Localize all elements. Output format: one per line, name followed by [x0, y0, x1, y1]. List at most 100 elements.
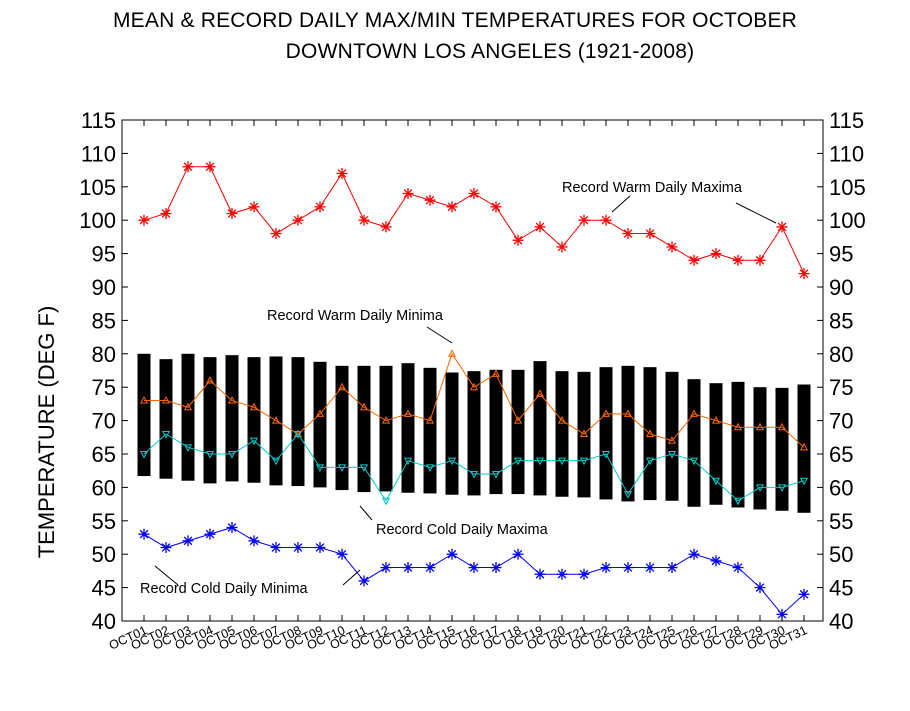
annotation-leader-line: [342, 569, 361, 586]
annotation-leader-line: [154, 565, 179, 586]
y-tick-label-left: 95: [92, 242, 116, 267]
asterisk-marker-stroke: [161, 209, 171, 218]
triangle-down-marker: [161, 430, 171, 439]
y-tick-label-right: 110: [829, 141, 864, 166]
triangle-up-marker: [271, 416, 281, 424]
triangle-down-marker: [359, 464, 369, 472]
triangle-up-marker: [337, 382, 347, 391]
asterisk-marker-stroke: [425, 195, 435, 205]
y-tick-label-right: 70: [829, 409, 853, 434]
mean-range-bar: [775, 387, 789, 511]
mean-range-bar: [137, 353, 151, 477]
triangle-down-marker: [733, 497, 743, 506]
y-tick-label-right: 60: [829, 475, 853, 500]
y-tick-label-right: 85: [829, 308, 853, 333]
triangle-down-marker: [425, 464, 435, 472]
y-tick-label-right: 115: [829, 108, 864, 133]
triangle-up-marker: [359, 402, 369, 411]
mean-range-bar: [423, 367, 437, 494]
triangle-up-marker: [733, 422, 743, 431]
asterisk-marker-stroke: [579, 215, 589, 225]
mean-range-bar: [599, 367, 613, 500]
y-tick-label-right: 50: [829, 542, 853, 567]
y-tick-label-right: 45: [829, 576, 853, 601]
triangle-down-marker: [755, 484, 765, 492]
triangle-down-marker: [271, 457, 281, 466]
y-tick-label-left: 110: [81, 141, 116, 166]
series-line: [143, 433, 805, 502]
triangle-down-marker: [469, 471, 479, 479]
asterisk-marker-stroke: [161, 543, 171, 552]
asterisk-marker-stroke: [183, 162, 193, 172]
triangle-up-marker: [491, 369, 501, 377]
y-axis-title: TEMPERATURE (DEG F): [34, 306, 59, 559]
y-tick-label-right: 75: [829, 375, 853, 400]
asterisk-marker-stroke: [271, 543, 281, 552]
y-tick-label-left: 75: [92, 375, 116, 400]
asterisk-marker-stroke: [403, 189, 413, 198]
triangle-up-marker: [315, 409, 325, 417]
mean-range-bar: [533, 361, 547, 496]
triangle-up-marker: [447, 349, 457, 357]
triangle-down-marker: [381, 497, 391, 506]
triangle-up-marker: [535, 389, 545, 397]
asterisk-marker-stroke: [183, 536, 193, 546]
asterisk-marker-stroke: [513, 235, 523, 245]
y-tick-label-right: 80: [829, 342, 853, 367]
triangle-down-marker: [183, 444, 193, 452]
y-axis-right-tick-labels: 40 45 50 55 60 65 70 75 80 85 90 95 100 105 110 115: [829, 108, 866, 634]
mean-range-bar: [379, 365, 393, 492]
asterisk-marker-stroke: [205, 162, 215, 172]
asterisk-marker-stroke: [557, 242, 567, 252]
triangle-up-marker: [381, 416, 391, 424]
y-tick-label-left: 40: [92, 609, 116, 634]
annotation-label: Record Cold Daily Maxima: [376, 522, 549, 538]
y-tick-label-left: 60: [92, 475, 116, 500]
y-tick-label-left: 85: [92, 308, 116, 333]
mean-range-bars: [137, 353, 811, 513]
triangle-down-marker: [579, 457, 589, 466]
asterisk-marker-stroke: [249, 536, 259, 546]
triangle-up-marker: [777, 422, 787, 431]
mean-range-bar: [467, 371, 481, 496]
asterisk-marker-stroke: [623, 229, 633, 238]
asterisk-marker-stroke: [601, 215, 611, 225]
asterisk-marker-stroke: [513, 549, 523, 559]
asterisk-marker-stroke: [645, 229, 655, 238]
triangle-down-marker: [491, 471, 501, 479]
triangle-down-marker: [799, 477, 809, 486]
asterisk-marker-stroke: [667, 242, 677, 252]
chart-title: MEAN & RECORD DAILY MAX/MIN TEMPERATURES…: [112, 9, 798, 32]
triangle-down-marker: [315, 464, 325, 472]
triangle-up-marker: [755, 422, 765, 431]
y-tick-label-right: 105: [829, 175, 866, 200]
series-1: [138, 161, 810, 280]
asterisk-marker-stroke: [557, 569, 567, 579]
asterisk-marker-stroke: [337, 169, 347, 178]
y-tick-label-left: 80: [92, 342, 116, 367]
series-2: [139, 349, 809, 451]
asterisk-marker-stroke: [469, 189, 479, 198]
plot-area-frame: [121, 119, 824, 622]
triangle-down-marker: [403, 457, 413, 466]
asterisk-marker-stroke: [227, 209, 237, 218]
annotation-label: Record Cold Daily Minima: [140, 581, 309, 597]
asterisk-marker-stroke: [447, 202, 457, 212]
mean-range-bar: [577, 371, 591, 498]
triangle-up-marker: [579, 429, 589, 437]
triangle-down-marker: [249, 437, 259, 446]
asterisk-marker-stroke: [491, 202, 501, 212]
y-tick-label-left: 115: [81, 108, 116, 133]
series-4: [138, 521, 810, 620]
triangle-up-marker: [645, 429, 655, 437]
mean-range-bar: [401, 363, 415, 493]
triangle-up-marker: [689, 409, 699, 417]
triangle-up-marker: [799, 442, 809, 451]
y-tick-label-right: 65: [829, 442, 853, 467]
triangle-down-marker: [645, 457, 655, 466]
y-tick-label-right: 100: [829, 208, 866, 233]
y-tick-label-right: 90: [829, 275, 853, 300]
asterisk-marker-stroke: [315, 543, 325, 552]
triangle-down-marker: [667, 451, 677, 459]
